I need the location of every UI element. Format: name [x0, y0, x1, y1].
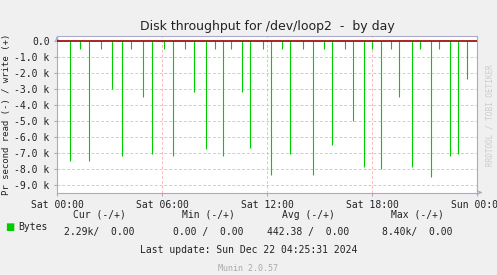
Y-axis label: Pr second read (-) / write (+): Pr second read (-) / write (+): [2, 34, 11, 195]
Text: Avg (-/+): Avg (-/+): [282, 210, 334, 219]
Text: Munin 2.0.57: Munin 2.0.57: [219, 264, 278, 273]
Title: Disk throughput for /dev/loop2  -  by day: Disk throughput for /dev/loop2 - by day: [140, 20, 395, 33]
Text: Cur (-/+): Cur (-/+): [73, 210, 126, 219]
Text: RRDTOOL / TOBI OETIKER: RRDTOOL / TOBI OETIKER: [485, 65, 494, 166]
Text: Last update: Sun Dec 22 04:25:31 2024: Last update: Sun Dec 22 04:25:31 2024: [140, 245, 357, 255]
Text: 0.00 /  0.00: 0.00 / 0.00: [173, 227, 244, 237]
Text: 8.40k/  0.00: 8.40k/ 0.00: [382, 227, 453, 237]
Text: Bytes: Bytes: [18, 222, 48, 232]
Text: Min (-/+): Min (-/+): [182, 210, 235, 219]
Text: Max (-/+): Max (-/+): [391, 210, 444, 219]
Text: ■: ■: [5, 222, 14, 232]
Text: 2.29k/  0.00: 2.29k/ 0.00: [64, 227, 135, 237]
Text: 442.38 /  0.00: 442.38 / 0.00: [267, 227, 349, 237]
